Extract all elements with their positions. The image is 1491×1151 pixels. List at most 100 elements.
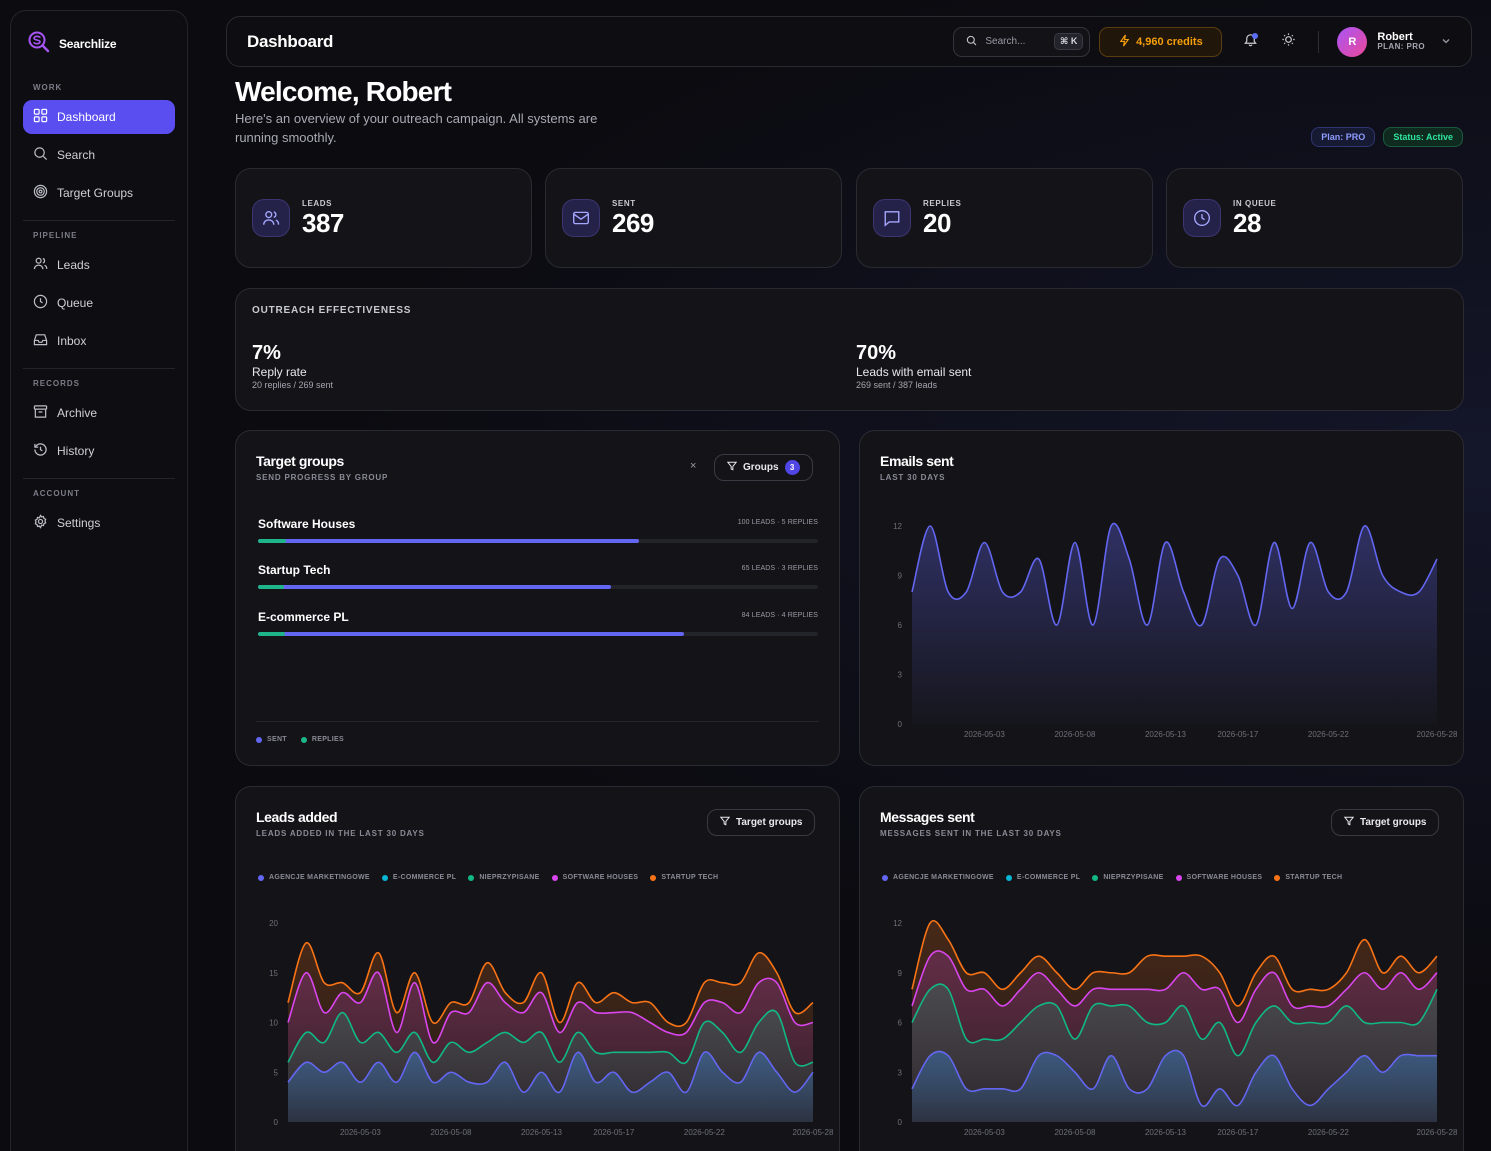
stat-card-queue[interactable]: IN QUEUE 28	[1166, 168, 1463, 268]
welcome-section: Welcome, Robert Here's an overview of yo…	[235, 75, 605, 147]
sidebar-item-target-groups[interactable]: Target Groups	[23, 176, 175, 210]
stat-card-sent[interactable]: SENT 269	[545, 168, 842, 268]
series-line	[911, 950, 1438, 1024]
series-line	[911, 522, 1438, 627]
x-tick-label: 2026-05-17	[1217, 1128, 1258, 1137]
series-line	[911, 920, 1438, 1007]
filter-label: Target groups	[1360, 817, 1427, 828]
sidebar-item-archive[interactable]: Archive	[23, 396, 175, 430]
reply-rate-sub: 20 replies / 269 sent	[252, 380, 334, 390]
leads-added-panel: Leads added LEADS ADDED IN THE LAST 30 D…	[235, 786, 840, 1151]
y-tick-label: 3	[898, 671, 903, 680]
panel-subtitle: LAST 30 DAYS	[880, 473, 946, 482]
sidebar-item-search[interactable]: Search	[23, 138, 175, 172]
leads-added-chart: 0 5 10 15 20 2026-05-03 2026-05-08 2026-05-13 20…	[269, 919, 834, 1137]
sidebar-divider	[23, 220, 175, 221]
legend-item: AGENCJE MARKETINGOWE	[258, 874, 370, 881]
sidebar-item-queue[interactable]: Queue	[23, 286, 175, 320]
brand[interactable]: Searchlize	[23, 29, 175, 59]
group-row[interactable]: Startup Tech 65 LEADS · 3 REPLIES	[258, 563, 818, 589]
user-menu[interactable]: R Robert PLAN: PRO	[1337, 26, 1451, 57]
notifications-button[interactable]	[1240, 32, 1260, 52]
filter-label: Groups	[743, 462, 779, 473]
sidebar-item-inbox[interactable]: Inbox	[23, 324, 175, 358]
sidebar-divider	[23, 368, 175, 369]
group-meta: 100 LEADS · 5 REPLIES	[737, 519, 818, 526]
legend-label: NIEPRZYPISANE	[479, 874, 540, 881]
panel-subtitle: MESSAGES SENT IN THE LAST 30 DAYS	[880, 829, 1062, 838]
y-tick-label: 6	[898, 1019, 903, 1028]
x-tick-label: 2026-05-13	[1145, 730, 1186, 739]
logo-icon	[27, 30, 51, 59]
group-name: Startup Tech	[258, 563, 331, 577]
search-input[interactable]: Search... ⌘ K	[953, 26, 1091, 57]
legend-item: SOFTWARE HOUSES	[551, 874, 639, 881]
target-icon	[33, 184, 48, 202]
messages-sent-chart: 0 3 6 9 12 2026-05-03 2026-05-08 2026-05-13 2026…	[893, 919, 1458, 1137]
archive-icon	[33, 404, 48, 422]
message-icon	[873, 199, 911, 237]
y-tick-label: 0	[898, 1118, 903, 1127]
replies-progress-bar	[258, 539, 286, 543]
stat-card-leads[interactable]: LEADS 387	[235, 168, 532, 268]
welcome-title: Welcome, Robert	[235, 76, 452, 107]
x-tick-label: 2026-05-03	[964, 1128, 1005, 1137]
x-tick-label: 2026-05-28	[793, 1128, 834, 1137]
x-tick-label: 2026-05-22	[684, 1128, 725, 1137]
sidebar-section-records: RECORDS	[33, 379, 81, 388]
stat-card-replies[interactable]: REPLIES 20	[856, 168, 1153, 268]
group-row[interactable]: E-commerce PL 84 LEADS · 4 REPLIES	[258, 610, 818, 636]
panel-divider	[256, 721, 819, 722]
y-tick-label: 15	[269, 969, 278, 978]
series-line	[911, 1049, 1437, 1108]
search-icon	[966, 35, 977, 49]
stat-label: IN QUEUE	[1233, 198, 1277, 208]
clear-filter-button[interactable]: ×	[690, 460, 697, 472]
filter-icon	[1343, 816, 1355, 829]
chart-legend: SENT REPLIES	[256, 736, 344, 743]
sidebar-item-label: Dashboard	[57, 110, 116, 124]
legend-dot	[1005, 874, 1012, 881]
effectiveness-panel: OUTREACH EFFECTIVENESS 7% Reply rate 20 …	[235, 288, 1464, 411]
target-groups-filter-button[interactable]: Target groups	[1331, 809, 1440, 836]
legend-label: E-COMMERCE PL	[1016, 874, 1081, 881]
topbar-divider	[1318, 30, 1320, 53]
y-tick-label: 5	[274, 1068, 279, 1077]
sidebar-item-history[interactable]: History	[23, 434, 175, 468]
credits-button[interactable]: 4,960 credits	[1099, 26, 1223, 57]
progress-track	[258, 585, 818, 589]
page-title: Dashboard	[247, 31, 334, 51]
sent-rate-value: 70%	[856, 342, 897, 364]
progress-track	[258, 539, 818, 543]
legend-label: AGENCJE MARKETINGOWE	[893, 874, 994, 881]
x-tick-label: 2026-05-03	[964, 730, 1005, 739]
theme-toggle-button[interactable]	[1278, 32, 1298, 52]
x-tick-label: 2026-05-17	[593, 1128, 634, 1137]
welcome-subtitle: Here's an overview of your outreach camp…	[235, 111, 598, 145]
reply-rate-block: 7% Reply rate 20 replies / 269 sent	[252, 341, 333, 392]
legend-item: AGENCJE MARKETINGOWE	[882, 874, 994, 881]
x-tick-label: 2026-05-28	[1417, 730, 1458, 739]
sidebar-item-leads[interactable]: Leads	[23, 248, 175, 282]
x-tick-label: 2026-05-22	[1308, 730, 1349, 739]
stat-label: LEADS	[302, 198, 333, 208]
group-row[interactable]: Software Houses 100 LEADS · 5 REPLIES	[258, 517, 818, 543]
x-tick-label: 2026-05-13	[1145, 1128, 1186, 1137]
y-tick-label: 12	[893, 522, 902, 531]
shortcut-hint: ⌘ K	[1054, 33, 1084, 50]
groups-filter-button[interactable]: Groups 3	[714, 454, 813, 481]
legend-item: STARTUP TECH	[650, 874, 718, 881]
target-groups-filter-button[interactable]: Target groups	[707, 809, 816, 836]
legend-label: NIEPRZYPISANE	[1103, 874, 1164, 881]
legend-dot	[1274, 874, 1281, 881]
group-name: E-commerce PL	[258, 610, 349, 624]
messages-sent-panel: Messages sent MESSAGES SENT IN THE LAST …	[859, 786, 1464, 1151]
chart-legend: AGENCJE MARKETINGOWE E-COMMERCE PL NIEPRZY…	[258, 874, 718, 881]
legend-item: SENT	[256, 736, 287, 743]
gear-icon	[33, 514, 48, 532]
sidebar-item-settings[interactable]: Settings	[23, 506, 175, 540]
plan-badge: Plan: PRO	[1311, 127, 1376, 147]
sidebar-item-label: History	[57, 444, 95, 458]
sidebar-item-dashboard[interactable]: Dashboard	[23, 100, 175, 134]
legend-dot	[468, 874, 475, 881]
